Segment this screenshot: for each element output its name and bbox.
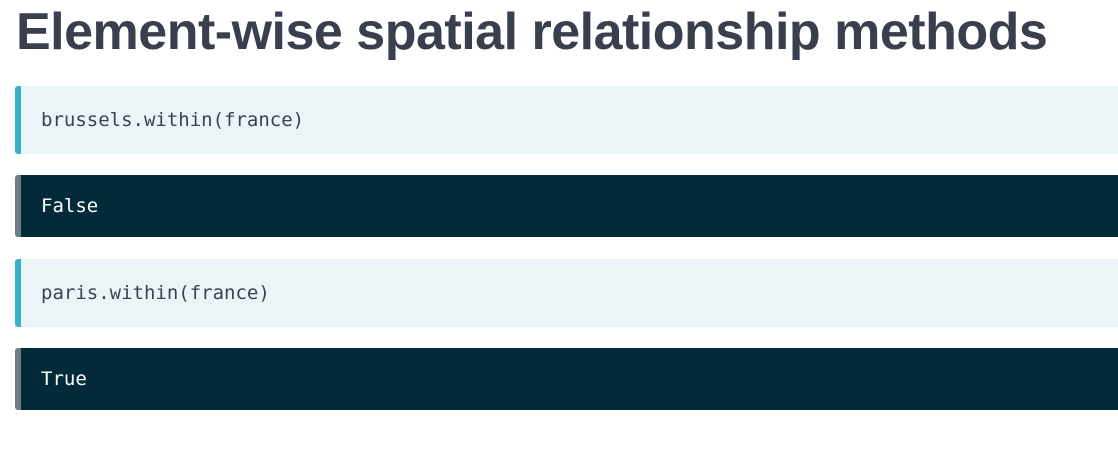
output-text: False (41, 195, 99, 217)
code-block-paris: paris.within(france) (15, 259, 1118, 327)
output-text: True (41, 368, 87, 390)
page-title: Element-wise spatial relationship method… (16, 3, 1048, 61)
output-block-brussels: False (15, 175, 1118, 237)
code-text: brussels.within(france) (41, 109, 305, 131)
code-text: paris.within(france) (41, 282, 270, 304)
code-block-brussels: brussels.within(france) (15, 86, 1118, 154)
output-block-paris: True (15, 348, 1118, 410)
